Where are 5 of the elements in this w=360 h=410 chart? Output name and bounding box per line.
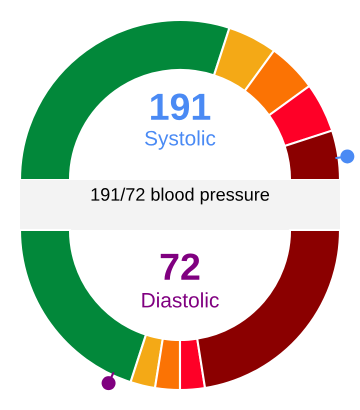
text: Systolic	[145, 130, 216, 150]
text: 72	[160, 254, 200, 280]
text: 191/72 blood pressure	[92, 188, 270, 204]
text: Diastolic	[142, 292, 219, 308]
text: 191	[151, 94, 210, 120]
